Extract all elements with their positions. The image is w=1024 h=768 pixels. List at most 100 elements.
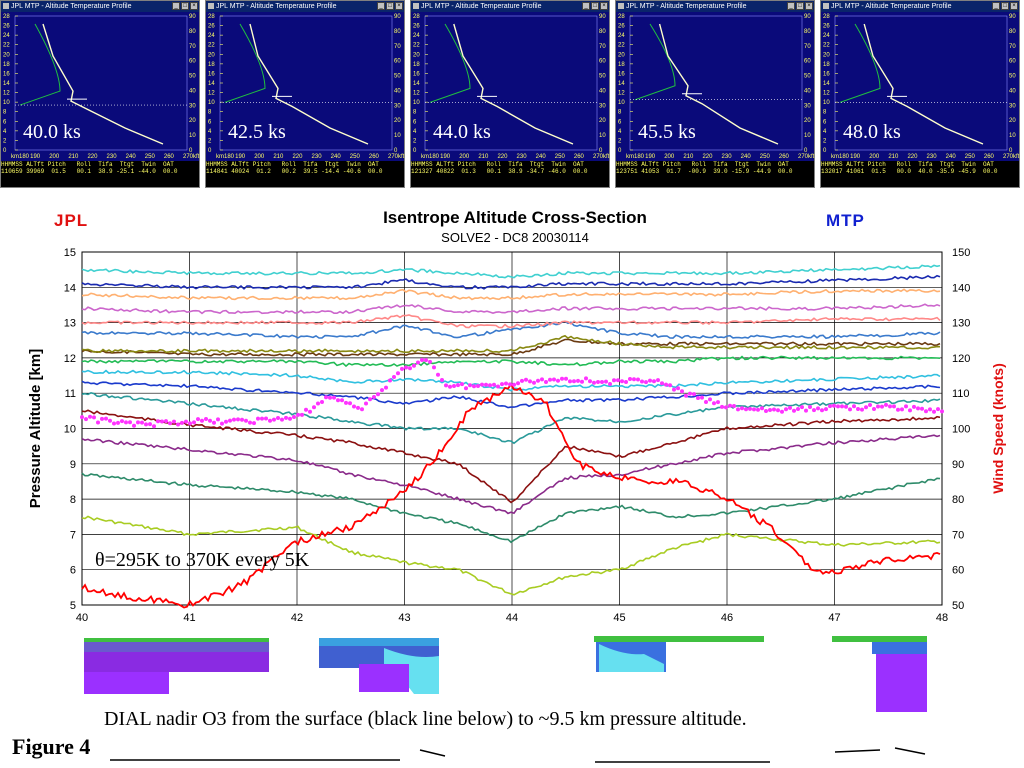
reference-profile <box>224 23 266 103</box>
right-tick-label: 70 <box>394 44 401 50</box>
tropopause-point <box>596 380 600 384</box>
isentrope-line-360 <box>81 288 941 301</box>
isentrope-chart: 5 6 7 8 9 10 11 12 13 14 15 40 41 42 43 44 45 46 47 48 50 60 7… <box>27 247 1006 624</box>
tropopause-point <box>284 415 288 420</box>
tropopause-point <box>200 418 204 423</box>
tropopause-point <box>312 405 316 410</box>
window-title: JPL MTP - Altitude Temperature Profile <box>831 3 952 10</box>
minimize-button[interactable]: _ <box>377 2 385 10</box>
right-tick-label: 30 <box>1009 103 1016 109</box>
tropopause-point <box>672 387 676 392</box>
tropopause-point <box>884 402 888 407</box>
left-tick-label: 4 <box>413 129 417 135</box>
readout-values: 114841 40024 01.2 00.2 39.5 -14.4 -40.6 … <box>206 168 383 175</box>
jpl-brand: JPL <box>54 211 89 230</box>
left-tick-label: 6 <box>413 119 417 125</box>
figure-label: Figure 4 <box>12 734 91 759</box>
maximize-button[interactable]: □ <box>386 2 394 10</box>
x-tick-label: 43 <box>398 612 410 624</box>
tropopause-point <box>512 382 516 387</box>
left-tick-label: 0 <box>413 148 417 154</box>
tropopause-point <box>316 401 320 406</box>
window-title-bar[interactable]: JPL MTP - Altitude Temperature Profile _… <box>1 1 199 12</box>
tropopause-point <box>752 407 756 412</box>
tropopause-point <box>264 416 268 421</box>
y-tick-label: 5 <box>70 600 76 612</box>
tropopause-point <box>152 424 156 429</box>
tropopause-point <box>740 406 744 411</box>
tropopause-point <box>464 386 468 391</box>
window-title: JPL MTP - Altitude Temperature Profile <box>216 3 337 10</box>
minimize-button[interactable]: _ <box>787 2 795 10</box>
tropopause-point <box>364 401 368 406</box>
bottom-tick-label: km180 <box>831 154 850 160</box>
close-button[interactable]: × <box>600 2 608 10</box>
right-tick-label: 50 <box>804 74 811 80</box>
tropopause-point <box>896 407 900 412</box>
tropopause-point <box>576 378 580 383</box>
profile-plot: 2826242220181614121086420908070605040302… <box>208 14 405 160</box>
close-button[interactable]: × <box>1010 2 1018 10</box>
tropopause-point <box>100 416 104 421</box>
tropopause-point <box>296 412 300 417</box>
bottom-tick-label: km180 <box>216 154 235 160</box>
left-tick-label: 24 <box>823 33 830 39</box>
left-tick-label: 8 <box>413 110 417 116</box>
tropopause-point <box>160 419 164 424</box>
right-tick-label: 60 <box>804 59 811 65</box>
tropopause-point <box>712 401 716 406</box>
left-tick-label: 2 <box>208 138 212 144</box>
tropopause-point <box>548 377 552 382</box>
tropopause-point <box>920 406 924 411</box>
bottom-tick-label: 270kft <box>1003 154 1020 160</box>
tropopause-point <box>280 417 284 422</box>
maximize-button[interactable]: □ <box>1001 2 1009 10</box>
tropopause-point <box>728 403 732 408</box>
tropopause-point <box>580 379 584 384</box>
tropopause-point <box>424 358 428 363</box>
tropopause-point <box>804 408 808 413</box>
left-tick-label: 20 <box>618 52 625 58</box>
tropopause-point <box>604 379 608 384</box>
maximize-button[interactable]: □ <box>796 2 804 10</box>
right-tick-label: 10 <box>1009 133 1016 139</box>
tropopause-point <box>272 417 276 422</box>
isentrope-line-370 <box>81 264 941 279</box>
minimize-button[interactable]: _ <box>582 2 590 10</box>
isentrope-line-340 <box>81 334 941 354</box>
left-tick-label: 28 <box>618 14 625 20</box>
bottom-tick-label: 210 <box>68 154 79 160</box>
isentrope-line-325 <box>81 369 941 392</box>
left-tick-label: 8 <box>823 110 827 116</box>
right-tick-label: 80 <box>804 29 811 35</box>
right-tick-label: 40 <box>394 88 401 94</box>
minimize-button[interactable]: _ <box>992 2 1000 10</box>
left-tick-label: 16 <box>618 71 625 77</box>
right-tick-label: 0 <box>189 148 193 154</box>
window-title-bar[interactable]: JPL MTP - Altitude Temperature Profile _… <box>206 1 404 12</box>
window-title-bar[interactable]: JPL MTP - Altitude Temperature Profile _… <box>411 1 609 12</box>
close-button[interactable]: × <box>395 2 403 10</box>
left-tick-label: 18 <box>413 62 420 68</box>
tropopause-point <box>452 384 456 388</box>
maximize-button[interactable]: □ <box>181 2 189 10</box>
close-button[interactable]: × <box>805 2 813 10</box>
left-tick-label: 28 <box>3 14 10 20</box>
left-tick-label: 0 <box>208 148 212 154</box>
window-title-bar[interactable]: JPL MTP - Altitude Temperature Profile _… <box>616 1 814 12</box>
bottom-tick-label: 270kft <box>388 154 405 160</box>
tropopause-point <box>320 400 324 404</box>
tropopause-point <box>796 407 800 411</box>
bottom-tick-label: km180 <box>11 154 30 160</box>
bottom-tick-label: 230 <box>927 154 938 160</box>
tropopause-point <box>640 379 644 384</box>
window-title-bar[interactable]: JPL MTP - Altitude Temperature Profile _… <box>821 1 1019 12</box>
dial-block <box>832 636 927 642</box>
minimize-button[interactable]: _ <box>172 2 180 10</box>
tropopause-point <box>588 379 592 384</box>
bottom-tick-label: 190 <box>30 154 41 160</box>
tropopause-point <box>716 400 720 405</box>
maximize-button[interactable]: □ <box>591 2 599 10</box>
left-tick-label: 18 <box>823 62 830 68</box>
close-button[interactable]: × <box>190 2 198 10</box>
